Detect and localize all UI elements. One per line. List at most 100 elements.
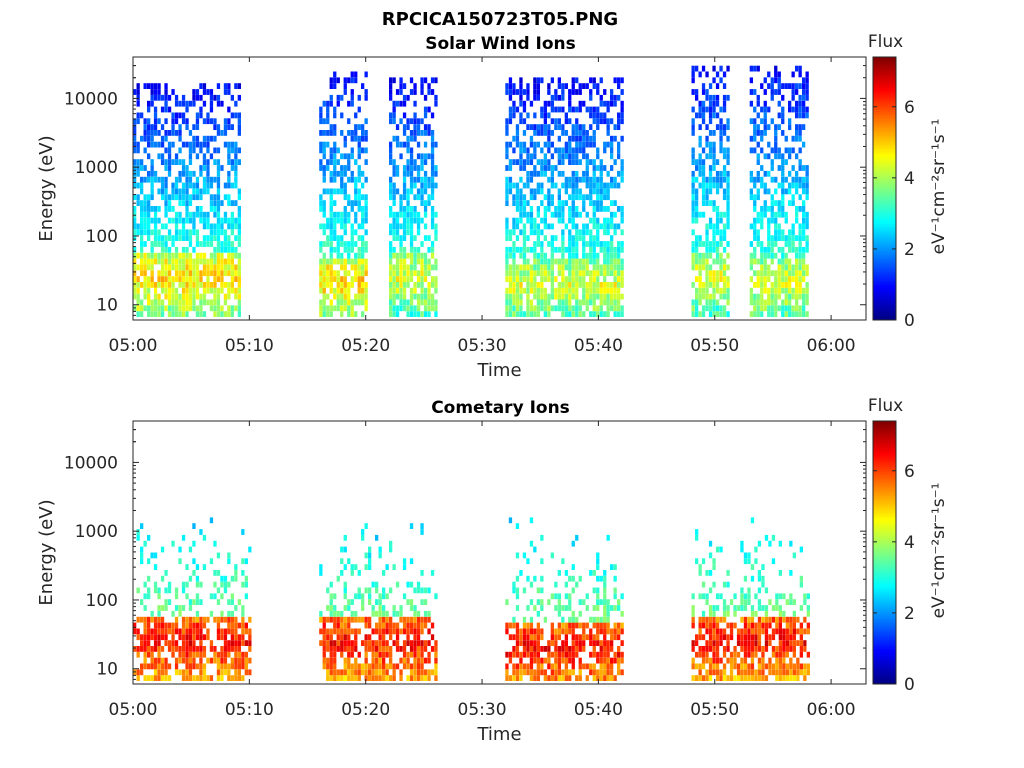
heatmap-cell (543, 235, 547, 241)
heatmap-cell (140, 211, 144, 218)
heatmap-cell (691, 229, 695, 236)
heatmap-cell (402, 628, 407, 635)
heatmap-cell (795, 287, 799, 294)
heatmap-cell (701, 634, 706, 641)
colorbar-segment (873, 63, 896, 67)
heatmap-cell (188, 200, 193, 206)
heatmap-cell (613, 264, 617, 271)
heatmap-cell (202, 141, 207, 148)
heatmap-cell (712, 634, 716, 641)
heatmap-cell (708, 646, 713, 652)
heatmap-cell (427, 282, 431, 288)
heatmap-cell (763, 270, 767, 277)
heatmap-cell (147, 118, 151, 125)
heatmap-cell (698, 663, 702, 670)
heatmap-cell (798, 100, 802, 107)
heatmap-cell (712, 176, 716, 183)
heatmap-cell (192, 293, 196, 300)
heatmap-cell (326, 235, 330, 241)
heatmap-cell (319, 118, 323, 125)
heatmap-cell (708, 147, 713, 154)
heatmap-cell (178, 147, 182, 154)
heatmap-cell (712, 646, 716, 652)
heatmap-cell (550, 153, 554, 160)
heatmap-cell (347, 605, 351, 611)
heatmap-cell (223, 293, 228, 300)
heatmap-cell (329, 657, 333, 664)
heatmap-cell (774, 299, 778, 306)
heatmap-cell (778, 605, 782, 611)
heatmap-cell (213, 299, 217, 306)
heatmap-cell (568, 194, 572, 201)
heatmap-cell (603, 217, 607, 224)
heatmap-cell (343, 182, 347, 189)
heatmap-cell (413, 100, 417, 107)
heatmap-cell (406, 299, 410, 306)
heatmap-cell (701, 200, 706, 206)
heatmap-cell (140, 223, 144, 230)
heatmap-cell (722, 235, 727, 241)
heatmap-cell (143, 206, 147, 212)
heatmap-cell (416, 646, 421, 652)
heatmap-cell (188, 153, 193, 160)
colorbar-segment (873, 190, 896, 194)
heatmap-cell (195, 276, 200, 282)
heatmap-cell (234, 651, 238, 658)
heatmap-cell (174, 628, 179, 635)
heatmap-cell (613, 587, 617, 594)
heatmap-cell (789, 616, 793, 623)
heatmap-cell (343, 246, 347, 253)
heatmap-cell (333, 287, 337, 294)
heatmap-cell (764, 663, 769, 670)
heatmap-cell (795, 170, 799, 177)
heatmap-cell (382, 675, 386, 681)
heatmap-cell (133, 235, 137, 241)
heatmap-cell (712, 206, 716, 212)
heatmap-cell (705, 282, 709, 288)
heatmap-cell (181, 112, 186, 119)
heatmap-cell (223, 264, 228, 271)
heatmap-cell (585, 663, 589, 670)
heatmap-cell (578, 106, 582, 113)
heatmap-cell (420, 622, 424, 629)
heatmap-cell (234, 165, 238, 171)
heatmap-cell (777, 282, 781, 288)
heatmap-cell (181, 229, 186, 236)
heatmap-cell (133, 258, 137, 265)
heatmap-cell (691, 305, 695, 312)
heatmap-cell (726, 223, 730, 230)
heatmap-cell (409, 651, 414, 658)
heatmap-cell (329, 282, 333, 288)
heatmap-cell (526, 669, 530, 676)
heatmap-cell (698, 564, 702, 570)
heatmap-cell (589, 663, 593, 670)
heatmap-cell (227, 646, 231, 652)
heatmap-cell (336, 147, 340, 154)
heatmap-cell (698, 71, 702, 78)
heatmap-cell (220, 258, 224, 265)
heatmap-cell (237, 282, 241, 288)
heatmap-cell (347, 241, 351, 247)
heatmap-cell (343, 640, 347, 646)
heatmap-cell (733, 610, 737, 617)
heatmap-cell (589, 135, 593, 142)
heatmap-cell (227, 89, 231, 95)
heatmap-cell (606, 118, 610, 125)
heatmap-cell (799, 546, 803, 553)
heatmap-cell (181, 182, 186, 189)
heatmap-cell (195, 610, 200, 617)
heatmap-cell (329, 246, 333, 253)
heatmap-cell (789, 646, 793, 652)
heatmap-cell (603, 194, 607, 201)
heatmap-cell (715, 616, 720, 623)
heatmap-cell (164, 599, 168, 605)
heatmap-cell (150, 130, 154, 136)
heatmap-cell (234, 628, 238, 635)
heatmap-cell (216, 206, 221, 212)
heatmap-cell (181, 141, 186, 148)
heatmap-cell (143, 194, 147, 201)
heatmap-cell (378, 593, 382, 600)
heatmap-cell (140, 252, 144, 259)
heatmap-cell (695, 264, 699, 271)
heatmap-cell (726, 182, 730, 189)
